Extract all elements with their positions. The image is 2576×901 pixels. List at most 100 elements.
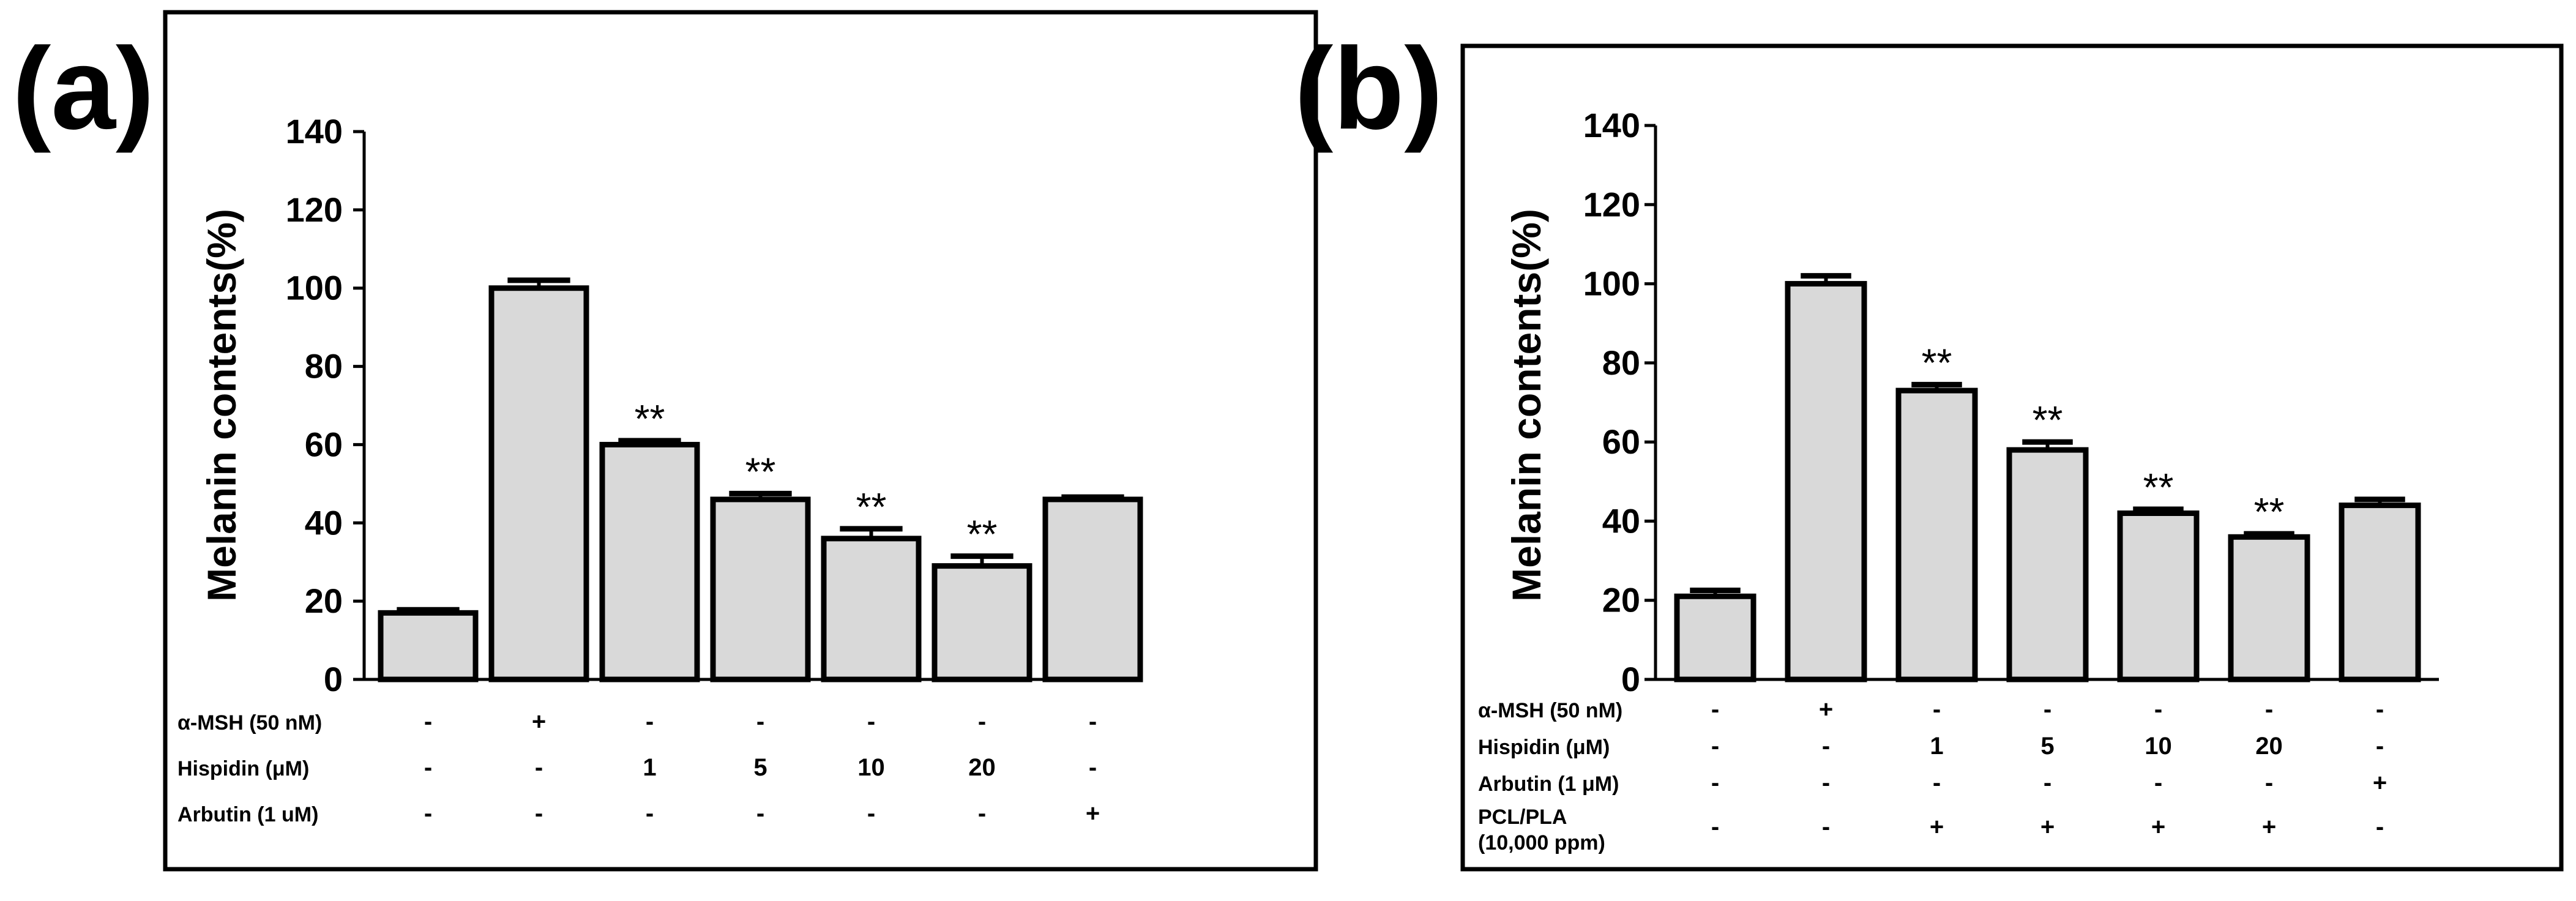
- bar: [821, 536, 922, 682]
- significance-annotation: **: [856, 485, 887, 529]
- bar: [1674, 593, 1757, 682]
- condition-value: -: [2044, 769, 2051, 796]
- condition-row-label: α-MSH (50 nM): [177, 711, 322, 735]
- condition-value: -: [646, 800, 654, 827]
- significance-annotation: **: [2254, 490, 2285, 534]
- condition-value: -: [1822, 733, 1830, 760]
- condition-value: +: [2040, 813, 2055, 840]
- condition-value: -: [2044, 696, 2051, 723]
- condition-value: -: [424, 708, 432, 735]
- condition-value: 20: [968, 754, 996, 781]
- condition-value: -: [2265, 696, 2273, 723]
- significance-annotation: **: [745, 449, 776, 493]
- condition-value: -: [1089, 754, 1097, 781]
- y-tick-label: 80: [305, 347, 343, 386]
- condition-value: -: [424, 754, 432, 781]
- condition-value: -: [424, 800, 432, 827]
- bar: [378, 610, 479, 682]
- condition-value: -: [1933, 769, 1941, 796]
- significance-annotation: **: [2033, 398, 2063, 442]
- significance-annotation: **: [2143, 465, 2174, 509]
- bar: [599, 441, 700, 682]
- y-tick-label: 40: [305, 503, 343, 542]
- condition-value: -: [756, 708, 764, 735]
- significance-annotation: **: [1922, 340, 1952, 384]
- y-tick-label: 60: [1602, 422, 1640, 461]
- y-tick-label: 20: [1602, 581, 1640, 619]
- condition-value: 5: [753, 754, 767, 781]
- y-tick-label: 0: [1621, 660, 1640, 698]
- condition-value: -: [2154, 769, 2162, 796]
- y-tick-label: 100: [286, 269, 343, 307]
- condition-value: +: [2373, 769, 2387, 796]
- condition-value: -: [2376, 733, 2384, 760]
- condition-value: -: [2376, 813, 2384, 840]
- y-tick-label: 40: [1602, 501, 1640, 540]
- condition-value: -: [1822, 813, 1830, 840]
- condition-value: -: [1089, 708, 1097, 735]
- condition-value: 1: [643, 754, 656, 781]
- bar: [2339, 503, 2421, 682]
- significance-annotation: **: [635, 397, 665, 441]
- condition-value: 20: [2255, 733, 2283, 760]
- condition-value: +: [1930, 813, 1944, 840]
- y-tick-label: 20: [305, 581, 343, 620]
- bar: [1785, 281, 1867, 682]
- condition-value: -: [2265, 769, 2273, 796]
- significance-annotation: **: [967, 512, 998, 556]
- condition-value: -: [756, 800, 764, 827]
- condition-value: 10: [857, 754, 885, 781]
- condition-value: -: [1711, 769, 1719, 796]
- condition-row-label: Arbutin (1 uM): [177, 803, 318, 826]
- bar: [1895, 387, 1978, 682]
- condition-value: 10: [2145, 733, 2172, 760]
- bar: [488, 285, 589, 682]
- panel-letter: (b): [1294, 24, 1443, 154]
- y-tick-label: 100: [1583, 264, 1640, 303]
- condition-value: 5: [2040, 733, 2054, 760]
- y-tick-label: 140: [286, 112, 343, 151]
- condition-value: +: [2262, 813, 2276, 840]
- bar: [2117, 510, 2200, 682]
- y-tick-label: 0: [324, 660, 343, 698]
- condition-row-label: PCL/PLA: [1478, 806, 1567, 829]
- y-axis-label: Melanin contents(%): [199, 209, 244, 602]
- condition-value: -: [1711, 733, 1719, 760]
- y-tick-label: 60: [305, 425, 343, 463]
- y-tick-label: 120: [1583, 185, 1640, 223]
- condition-value: -: [2154, 696, 2162, 723]
- y-tick-label: 80: [1602, 343, 1640, 382]
- condition-value: -: [1711, 813, 1719, 840]
- condition-value: +: [532, 708, 546, 735]
- bar: [931, 563, 1032, 682]
- condition-row-label: α-MSH (50 nM): [1478, 699, 1622, 722]
- bar: [1042, 496, 1143, 682]
- condition-value: -: [646, 708, 654, 735]
- condition-value: -: [1711, 696, 1719, 723]
- condition-value: +: [1819, 696, 1833, 723]
- condition-value: -: [978, 708, 986, 735]
- condition-value: -: [1933, 696, 1941, 723]
- condition-row-label: Arbutin (1 μM): [1478, 772, 1619, 796]
- condition-row-label: Hispidin (μM): [1478, 736, 1610, 759]
- condition-value: -: [535, 800, 543, 827]
- bar: [710, 496, 811, 682]
- bar: [2006, 447, 2089, 682]
- condition-value: -: [535, 754, 543, 781]
- y-tick-label: 140: [1583, 106, 1640, 144]
- panel-letter: (a): [12, 24, 154, 154]
- condition-row-label: Hispidin (μM): [177, 757, 309, 780]
- panel-b: (b) 0 20 40 60 80 100 120 140 Melanin contents(%)…: [1294, 24, 2564, 872]
- bar: [2228, 534, 2310, 682]
- condition-value: -: [978, 800, 986, 827]
- panel-frame: [1460, 43, 2564, 872]
- condition-value: -: [1822, 769, 1830, 796]
- panel-frame: [163, 10, 1318, 872]
- condition-row-label-line2: (10,000 ppm): [1478, 831, 1605, 854]
- condition-value: -: [867, 708, 875, 735]
- condition-value: -: [867, 800, 875, 827]
- y-axis-label: Melanin contents(%): [1504, 209, 1549, 602]
- y-tick-label: 120: [286, 190, 343, 229]
